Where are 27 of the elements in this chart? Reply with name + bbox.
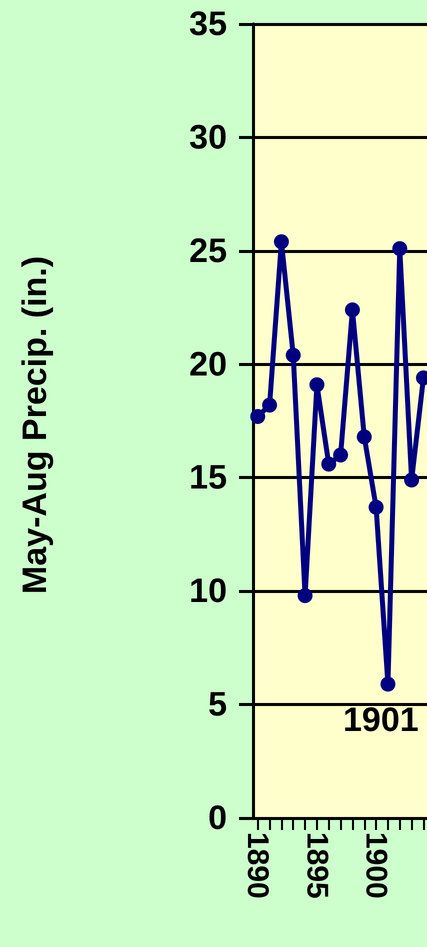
point [333,448,348,463]
y-tick-label: 25 [189,232,227,270]
point [321,456,336,472]
y-tick-label: 35 [189,5,227,43]
y-tick-label: 5 [208,686,227,724]
y-tick-label: 10 [189,572,227,610]
point [274,234,289,250]
point [286,348,301,363]
point [309,377,324,392]
annotation: 1901 [343,701,419,739]
y-tick-label: 20 [189,345,227,384]
x-tick-label: 1900 [360,832,393,899]
point [262,398,278,413]
y-axis-title: May-Aug Precip. (in.) [16,256,54,594]
point [344,302,360,318]
y-tick-label: 30 [189,118,227,156]
y-tick-label: 0 [208,799,227,837]
point [250,408,266,424]
point [392,241,408,256]
y-tick-label: 15 [189,458,227,497]
point [380,676,396,692]
point [404,472,420,488]
x-tick-label: 1895 [300,832,334,899]
x-tick-label: 1890 [241,832,274,899]
point [368,500,384,515]
point [356,429,372,444]
point [298,588,313,604]
